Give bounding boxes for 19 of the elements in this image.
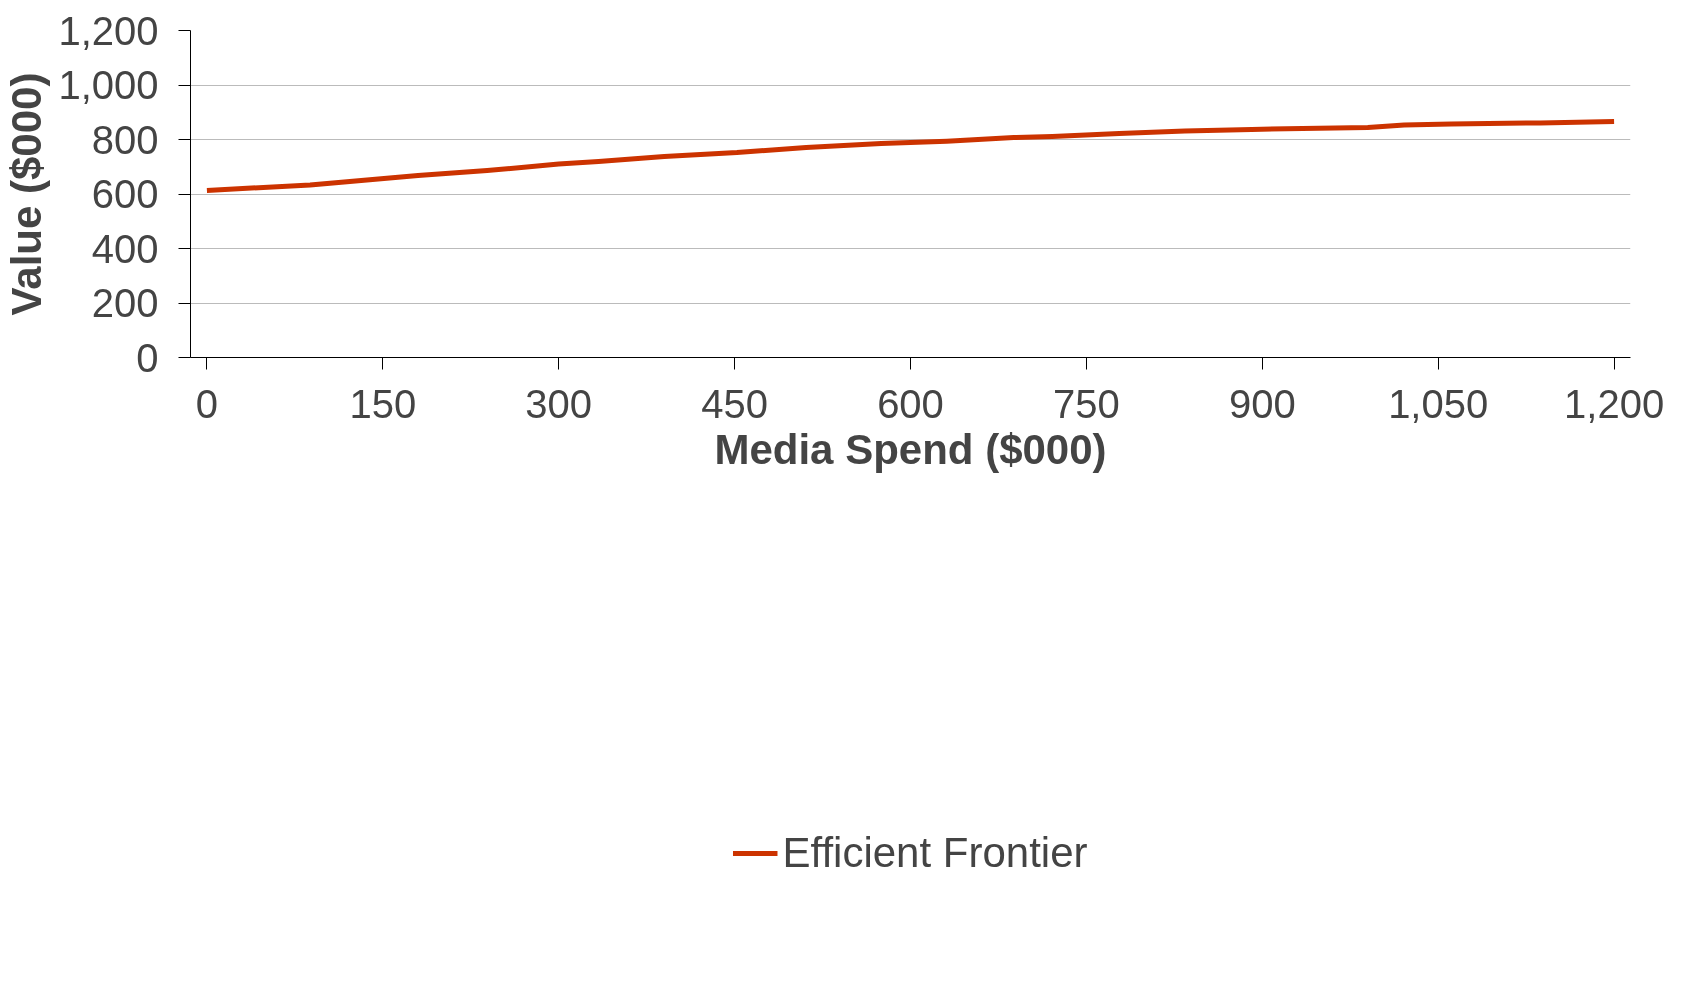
x-tick-label: 300	[525, 381, 593, 426]
x-tick-label: 600	[877, 381, 944, 426]
x-tick-label: 450	[701, 381, 768, 426]
x-tick-label: 900	[1228, 381, 1296, 426]
y-tick-label: 1,200	[58, 8, 159, 53]
y-tick-label: 0	[136, 335, 159, 380]
x-tick-label: 750	[1053, 381, 1120, 426]
x-axis-title: Media Spend ($000)	[714, 425, 1107, 473]
legend-label: Efficient Frontier	[782, 829, 1088, 877]
x-tick-label: 1,200	[1564, 381, 1665, 426]
y-tick-label: 1,000	[58, 63, 159, 107]
x-tick-label: 1,050	[1388, 381, 1489, 426]
x-tick-label: 0	[195, 381, 219, 426]
y-axis-title: Value ($000)	[3, 72, 51, 316]
y-tick-label: 600	[91, 172, 159, 216]
y-tick-label: 400	[91, 226, 159, 271]
x-tick-label: 150	[349, 381, 417, 426]
y-tick-label: 800	[91, 117, 159, 162]
y-tick-label: 200	[91, 281, 159, 325]
